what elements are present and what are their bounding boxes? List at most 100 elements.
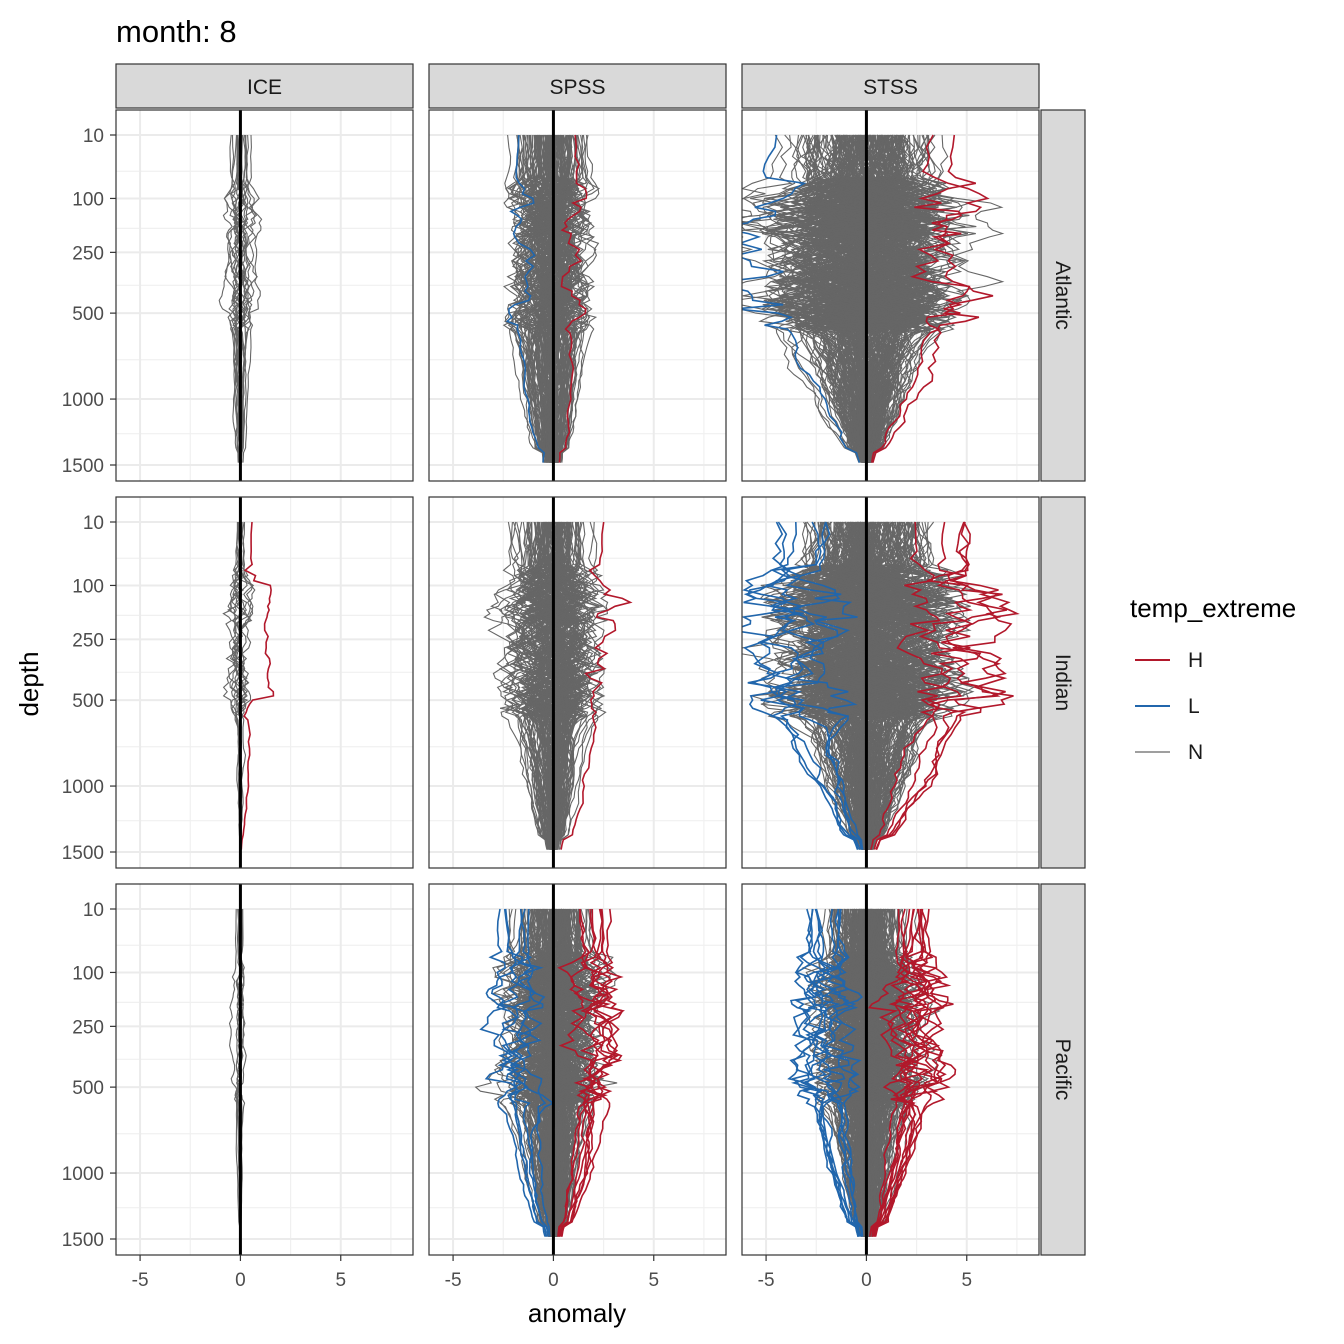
profile-line-n (870, 521, 952, 850)
profile-line-n (223, 134, 240, 463)
profile-line-n (868, 521, 953, 850)
profile-line-n (533, 134, 560, 463)
profile-line-l (811, 908, 863, 1237)
panel-pacific-stss (741, 883, 1040, 1256)
profile-line-n (540, 521, 592, 850)
strip-stss (741, 63, 1040, 109)
profile-line-n (554, 908, 596, 1237)
profile-line-h (871, 908, 916, 1237)
profile-line-n (850, 521, 924, 850)
strip-label-atlantic: Atlantic (1051, 261, 1074, 330)
panel-border (428, 496, 727, 869)
profile-line-n (483, 521, 549, 850)
y-tick-label: 10 (83, 900, 104, 921)
profile-line-n (503, 134, 546, 463)
profile-line-l (794, 908, 861, 1237)
profile-line-h (872, 908, 952, 1237)
profile-line-l (501, 908, 555, 1237)
panel-background (116, 110, 413, 481)
facet-strips: ICE SPSS STSS Atlantic Indian Pacific (115, 63, 1086, 1256)
profile-line-n (834, 908, 873, 1237)
profile-line-n (869, 908, 920, 1237)
y-tick-label: 100 (72, 189, 104, 210)
y-tick-label: 100 (72, 576, 104, 597)
axes: 1010025050010001500101002505001000150010… (62, 126, 972, 1291)
profile-line-n (551, 134, 573, 463)
profile-line-n (218, 134, 239, 463)
x-tick-label: -5 (132, 1270, 149, 1291)
profile-line-n (512, 908, 555, 1237)
profile-line-n (870, 134, 951, 463)
profile-line-n (237, 134, 255, 463)
profile-line-n (529, 908, 565, 1237)
profile-line-n (817, 134, 885, 463)
profile-line-l (505, 134, 546, 463)
profile-line-n (834, 134, 928, 463)
profile-line-n (494, 521, 548, 850)
profile-line-h (561, 908, 624, 1237)
legend-title: temp_extreme (1130, 593, 1296, 623)
profile-line-h (557, 908, 611, 1237)
x-axis-title: anomaly (528, 1298, 626, 1328)
profile-line-n (840, 908, 907, 1237)
profile-line-n (555, 134, 593, 463)
profile-line-n (814, 134, 871, 463)
x-tick-label: -5 (758, 1270, 775, 1291)
y-tick-label: 500 (72, 304, 104, 325)
profile-line-h (867, 908, 917, 1237)
panel-border (115, 883, 414, 1256)
profile-line-h (871, 908, 949, 1237)
profile-line-n (781, 134, 864, 463)
profile-line-n (511, 134, 552, 463)
strip-indian (1040, 496, 1086, 869)
profile-line-n (835, 908, 865, 1237)
profile-line-n (524, 908, 566, 1237)
legend-label-n: N (1188, 741, 1203, 764)
profile-line-n (550, 908, 595, 1237)
x-tick-label: 5 (335, 1270, 346, 1291)
profile-line-l (742, 521, 859, 850)
profile-line-n (529, 908, 564, 1237)
y-tick-label: 500 (72, 1078, 104, 1099)
profile-line-n (558, 908, 607, 1237)
profile-line-h (872, 134, 994, 463)
profile-line-n (530, 135, 581, 463)
x-tick-label: 5 (648, 1270, 659, 1291)
y-tick-label: 1000 (62, 777, 104, 798)
profile-line-l (512, 908, 551, 1237)
y-tick-label: 1500 (62, 843, 104, 864)
profile-line-n (851, 134, 920, 463)
strip-atlantic (1040, 109, 1086, 482)
profile-lines (742, 134, 1005, 463)
profile-line-n (791, 134, 885, 463)
profile-line-n (742, 134, 861, 463)
profile-line-n (492, 521, 548, 850)
profile-line-n (242, 134, 263, 463)
panel-border (741, 109, 1040, 482)
profile-line-n (828, 521, 918, 850)
profile-line-h (560, 521, 633, 850)
panel-pacific-spss (428, 883, 727, 1256)
profile-line-n (227, 134, 242, 463)
profile-line-n (795, 134, 874, 463)
profile-line-n (834, 134, 943, 463)
panel-indian-stss (741, 496, 1040, 869)
profile-line-n (809, 134, 890, 463)
profile-line-n (750, 134, 863, 463)
y-tick-label: 1000 (62, 1164, 104, 1185)
profile-line-n (823, 521, 918, 850)
profile-line-n (536, 521, 574, 850)
panel-indian-spss (428, 496, 727, 869)
profile-line-n (228, 908, 241, 1237)
profile-line-h (874, 908, 957, 1237)
profile-line-l (825, 908, 863, 1237)
x-tick-label: 5 (961, 1270, 972, 1291)
y-tick-label: 100 (72, 963, 104, 984)
strip-ice (115, 63, 414, 109)
profile-line-l (802, 908, 861, 1237)
profile-line-l (793, 908, 859, 1237)
profile-line-n (548, 908, 583, 1237)
x-tick-label: 0 (861, 1270, 872, 1291)
profile-line-n (870, 134, 952, 463)
profile-line-h (560, 908, 623, 1237)
